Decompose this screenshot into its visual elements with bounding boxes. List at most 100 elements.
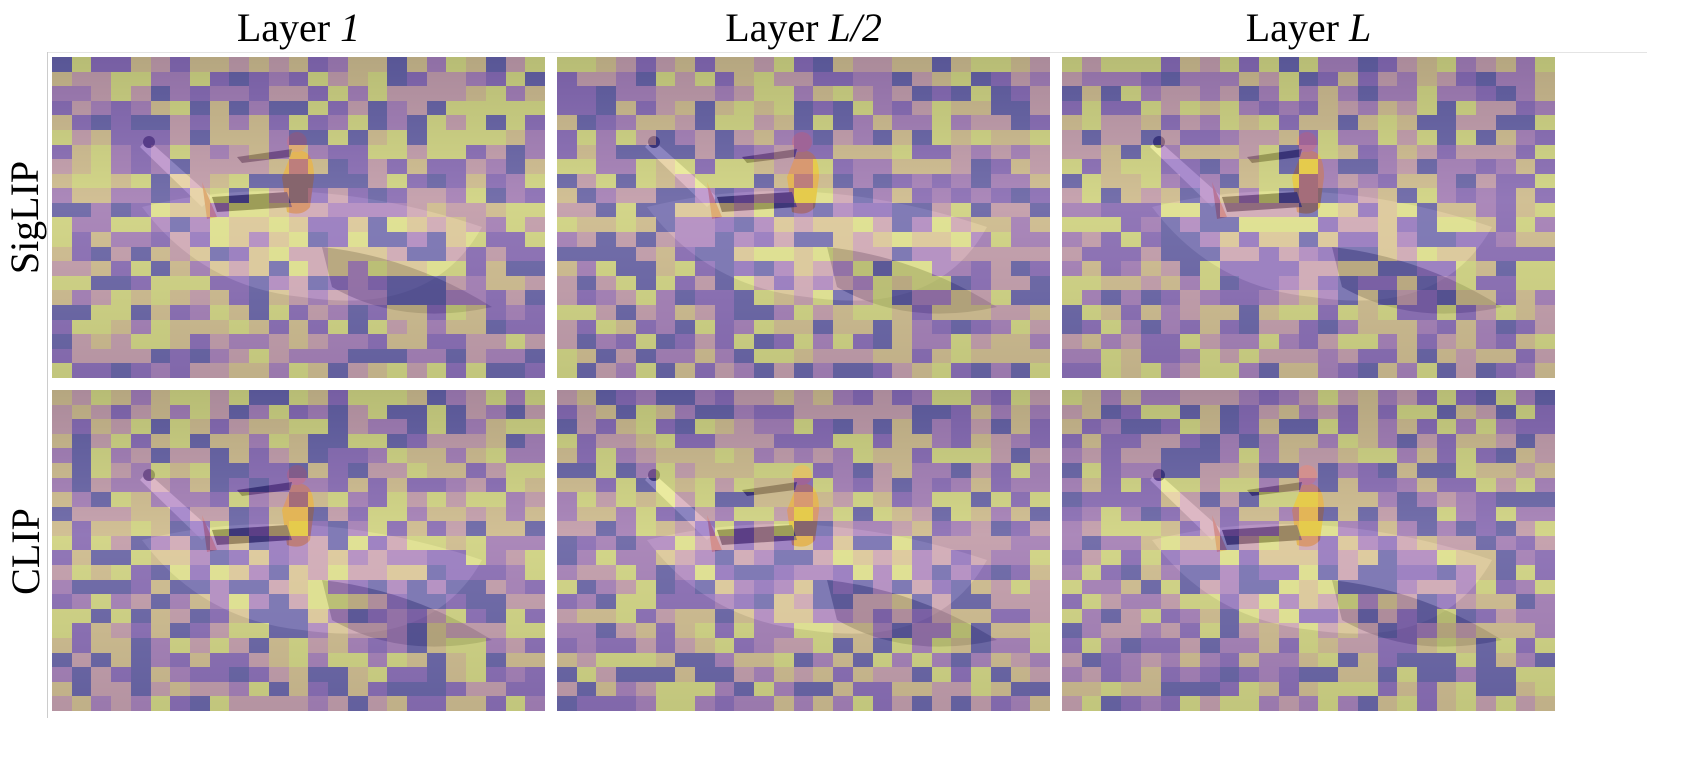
attention-cell [209, 115, 230, 130]
attention-cell [1160, 521, 1181, 536]
attention-overlay [52, 57, 545, 378]
attention-cell [328, 319, 348, 335]
attention-cell [71, 390, 92, 405]
attention-cell [1239, 261, 1260, 276]
attention-cell [1476, 652, 1496, 668]
attention-cell [616, 129, 636, 145]
attention-cell [1515, 550, 1536, 566]
attention-cell [576, 246, 597, 262]
attention-cell [1010, 652, 1031, 668]
attention-cell [1030, 173, 1050, 189]
attention-cell [446, 550, 467, 566]
attention-cell [1535, 638, 1555, 653]
attention-cell [616, 57, 636, 72]
attention-cell [209, 363, 230, 378]
attention-cell [576, 667, 597, 682]
attention-cell [734, 173, 755, 189]
attention-cell [1200, 448, 1220, 463]
attention-cell [1357, 159, 1378, 174]
attention-cell [1121, 433, 1141, 449]
attention-cell [1259, 390, 1279, 405]
attention-cell [1160, 232, 1181, 247]
attention-cell [52, 144, 72, 160]
attention-cell [1397, 462, 1417, 478]
attention-cell [347, 363, 368, 378]
attention-cell [52, 261, 72, 276]
attention-cell [1010, 129, 1031, 145]
attention-cell [872, 348, 893, 364]
attention-cell [616, 334, 636, 349]
attention-cell [872, 492, 893, 507]
attention-cell [557, 86, 577, 101]
attention-cell [1377, 492, 1398, 507]
attention-cell [387, 696, 407, 711]
attention-cell [406, 535, 427, 551]
attention-cell [971, 477, 991, 493]
attention-cell [91, 462, 112, 478]
attention-cell [1318, 696, 1339, 711]
attention-cell [1239, 565, 1260, 580]
attention-cell [576, 433, 597, 449]
attention-cell [150, 506, 171, 522]
attention-cell [675, 448, 696, 463]
attention-cell [1259, 129, 1279, 145]
attention-cell [387, 71, 407, 87]
attention-cell [268, 100, 289, 116]
attention-cell [249, 217, 269, 233]
attention-cell [1259, 462, 1279, 478]
attention-cell [1298, 202, 1319, 218]
attention-cell [1062, 129, 1082, 145]
attention-cell [1259, 363, 1279, 378]
attention-cell [1101, 246, 1122, 262]
attention-cell [446, 492, 467, 507]
attention-cell [1515, 404, 1536, 420]
attention-cell [71, 188, 92, 203]
attention-cell [1121, 100, 1141, 116]
attention-cell [288, 305, 309, 320]
attention-cell [1298, 638, 1319, 653]
attention-cell [505, 565, 526, 580]
attention-cell [328, 290, 348, 306]
attention-cell [1239, 448, 1260, 463]
attention-cell [130, 275, 151, 291]
attention-cell [1239, 144, 1260, 160]
attention-cell [734, 419, 755, 434]
attention-cell [971, 232, 991, 247]
attention-cell [1397, 550, 1417, 566]
attention-cell [892, 261, 912, 276]
attention-overlay [1062, 57, 1555, 378]
attention-cell [813, 115, 834, 130]
attention-cell [71, 246, 92, 262]
attention-cell [1318, 100, 1339, 116]
attention-cell [190, 305, 210, 320]
attention-cell [773, 334, 794, 349]
attention-cell [892, 334, 912, 349]
attention-cell [1180, 319, 1201, 335]
attention-cell [990, 594, 1011, 609]
attention-cell [71, 535, 92, 551]
attention-cell [52, 652, 72, 668]
attention-cell [1338, 71, 1358, 87]
attention-cell [209, 623, 230, 639]
attention-cell [367, 667, 388, 682]
attention-cell [111, 86, 131, 101]
attention-cell [1180, 579, 1201, 595]
attention-cell [951, 86, 972, 101]
attention-cell [170, 462, 191, 478]
attention-cell [1377, 202, 1398, 218]
attention-cell [635, 390, 656, 405]
attention-cell [1456, 173, 1477, 189]
attention-cell [990, 290, 1011, 306]
attention-cell [576, 319, 597, 335]
attention-cell [1338, 86, 1358, 101]
attention-cell [833, 159, 853, 174]
attention-cell [1278, 217, 1299, 233]
attention-cell [170, 129, 191, 145]
attention-cell [111, 565, 131, 580]
attention-cell [872, 681, 893, 697]
attention-cell [229, 448, 250, 463]
attention-cell [773, 159, 794, 174]
attention-cell [1456, 363, 1477, 378]
attention-cell [249, 652, 269, 668]
attention-cell [1495, 506, 1516, 522]
